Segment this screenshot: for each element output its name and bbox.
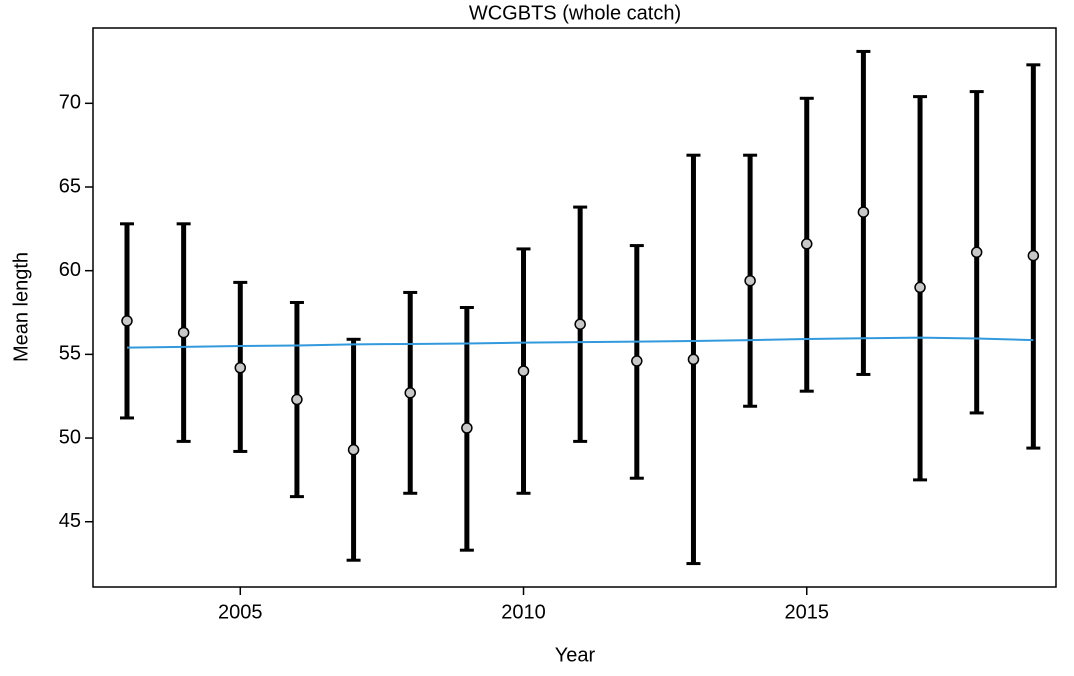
point <box>574 318 586 330</box>
point <box>687 353 700 366</box>
y-tick-label: 50 <box>59 426 81 448</box>
chart-title: WCGBTS (whole catch) <box>469 2 681 24</box>
point <box>914 281 926 294</box>
point <box>801 238 813 250</box>
y-tick-label: 65 <box>59 175 81 197</box>
point <box>631 355 643 367</box>
y-tick-label: 60 <box>59 259 81 281</box>
y-tick-label: 55 <box>59 343 81 365</box>
point <box>347 444 360 456</box>
x-axis-label: Year <box>555 644 596 666</box>
point <box>461 422 473 434</box>
y-tick-label: 45 <box>59 510 81 532</box>
x-tick-label: 2005 <box>218 601 263 623</box>
point <box>970 246 983 259</box>
point <box>177 326 190 339</box>
point <box>744 274 756 287</box>
point <box>121 315 133 327</box>
point <box>857 206 870 218</box>
x-tick-label: 2015 <box>785 601 830 623</box>
point <box>404 387 416 399</box>
y-tick-label: 70 <box>59 92 81 114</box>
point <box>1027 249 1040 262</box>
plot-frame <box>92 27 1057 588</box>
y-axis-label: Mean length <box>10 252 32 362</box>
x-tick-label: 2010 <box>501 601 546 623</box>
trend-line <box>126 336 1034 349</box>
point <box>517 365 530 377</box>
point <box>291 393 303 406</box>
point <box>234 362 247 374</box>
